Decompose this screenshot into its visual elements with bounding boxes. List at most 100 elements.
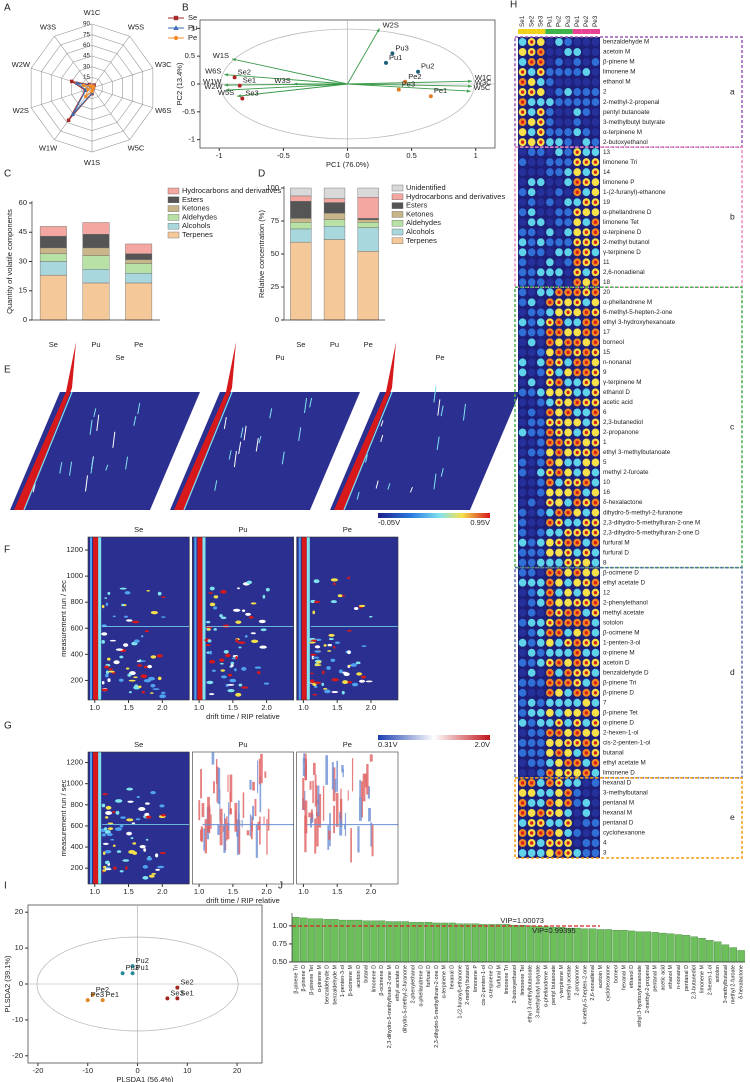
heat-spot xyxy=(591,778,600,787)
heat-spot xyxy=(555,268,563,277)
heat-spot xyxy=(536,38,545,47)
column-strip xyxy=(518,29,528,34)
heat-spot xyxy=(536,738,545,747)
group-box xyxy=(514,36,743,148)
subplot-title: Pe xyxy=(343,525,352,534)
diff-streak xyxy=(252,781,255,791)
signal-spot xyxy=(337,594,343,598)
heat-core xyxy=(575,560,579,565)
heat-spot xyxy=(536,278,545,287)
legend-swatch xyxy=(167,222,180,230)
heat-spot xyxy=(582,488,591,497)
heat-spot xyxy=(546,748,554,757)
heat-core xyxy=(566,671,570,675)
heat-spot xyxy=(546,68,554,77)
heat-spot xyxy=(518,178,527,187)
x-tick-label: 2,3-dihydro-5-methylfuran-2-one M xyxy=(387,964,393,1048)
signal-spot xyxy=(107,657,111,661)
heat-core xyxy=(566,821,570,825)
plot-frame xyxy=(87,536,190,701)
sample-point xyxy=(403,79,408,84)
heat-spot xyxy=(582,278,591,287)
heat-spot xyxy=(527,678,536,687)
panel-label: D xyxy=(258,169,265,180)
signal-spot xyxy=(132,842,137,845)
signal-spot xyxy=(312,693,318,696)
radar-point xyxy=(90,89,94,94)
heat-spot xyxy=(546,158,554,167)
heat-spot xyxy=(527,688,536,697)
signal-spot xyxy=(157,591,162,596)
diff-streak xyxy=(357,826,360,853)
legend-label: Aldehydes xyxy=(182,212,217,221)
heat-spot xyxy=(555,38,563,47)
signal-spot xyxy=(330,600,338,604)
heat-spot xyxy=(536,578,545,587)
signal-spot xyxy=(229,678,237,683)
compound-label: 2,6-nonadienal xyxy=(603,269,645,276)
compound-label: 2-hexen-1-ol xyxy=(603,730,638,737)
heat-core xyxy=(520,811,525,815)
x-tick-label: pentyl butanoate xyxy=(551,965,557,1005)
heat-spot xyxy=(555,208,563,217)
heat-core xyxy=(584,600,588,605)
x-tick-label: ethyl acetate D xyxy=(395,965,401,1001)
column-strip xyxy=(581,29,591,34)
compound-label: 1-penten-3-ol xyxy=(603,639,640,646)
legend-label: Se xyxy=(188,13,197,22)
surface-peak xyxy=(298,427,302,441)
signal-spot xyxy=(209,650,213,655)
heat-core xyxy=(566,560,570,565)
surface-peak xyxy=(214,480,218,491)
surface-peak xyxy=(137,402,141,415)
bar xyxy=(518,924,527,963)
signal-spot xyxy=(152,688,160,690)
heat-core xyxy=(593,721,598,725)
heat-spot xyxy=(546,848,554,857)
x-tick-label: 2-phenylethanol xyxy=(410,965,416,1003)
heat-core xyxy=(593,280,598,285)
heat-spot xyxy=(555,68,563,77)
legend-marker xyxy=(173,35,179,41)
bar xyxy=(370,920,378,963)
signal-spot xyxy=(246,580,253,585)
signal-spot xyxy=(101,803,106,808)
heat-spot xyxy=(518,238,527,247)
heat-core xyxy=(520,140,525,144)
heat-spot xyxy=(527,218,536,227)
diff-streak xyxy=(344,824,346,830)
heat-spot xyxy=(564,728,572,737)
heat-core xyxy=(548,811,552,815)
heat-spot xyxy=(536,688,545,697)
heat-spot xyxy=(536,148,545,157)
heat-spot xyxy=(536,328,545,337)
signal-spot xyxy=(341,690,345,695)
heat-spot xyxy=(591,768,600,777)
heat-spot xyxy=(555,498,563,507)
signal-spot xyxy=(230,661,235,665)
x-tick-label: α-pinene M xyxy=(317,964,323,992)
heat-spot xyxy=(546,48,554,57)
compound-label: methyl 2-furoate xyxy=(603,469,649,476)
signal-spot xyxy=(227,684,235,686)
diff-streak xyxy=(317,785,320,817)
heat-core xyxy=(557,360,561,365)
bar-segment xyxy=(39,235,67,249)
heat-core xyxy=(584,550,588,555)
signal-spot xyxy=(351,682,359,687)
signal-spot xyxy=(260,628,267,632)
compound-label: 11 xyxy=(603,259,610,266)
compound-label: α-phellandrene M xyxy=(603,299,652,306)
arrow-head xyxy=(468,79,472,83)
heat-core xyxy=(584,691,588,695)
heat-spot xyxy=(591,558,600,567)
bar-segment xyxy=(125,282,153,321)
loading-label: W3C xyxy=(475,78,492,87)
x-tick-label: butanal xyxy=(364,965,370,983)
compound-label: dihydro-5-methyl-2-furanone xyxy=(603,509,683,516)
heat-spot xyxy=(527,468,536,477)
signal-spot xyxy=(324,689,331,694)
signal-spot xyxy=(251,639,259,643)
heat-spot xyxy=(518,378,527,387)
